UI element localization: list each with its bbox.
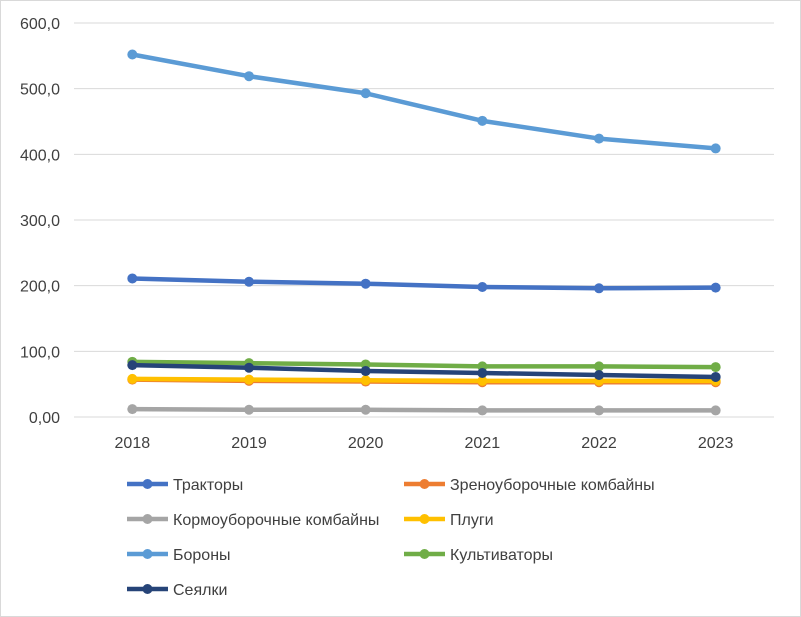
data-point bbox=[127, 360, 138, 371]
series-line bbox=[130, 376, 718, 384]
data-point bbox=[127, 373, 138, 384]
x-axis-tick-labels: 2018 2019 2020 2021 2022 2023 bbox=[115, 435, 734, 452]
data-point bbox=[594, 283, 604, 294]
series-line bbox=[130, 406, 718, 413]
series-line bbox=[130, 276, 718, 291]
data-point bbox=[710, 143, 721, 154]
data-point bbox=[710, 371, 721, 382]
data-point bbox=[127, 273, 138, 284]
y-axis-tick-labels: 0,00 100,0 200,0 300,0 400,0 500,0 600,0 bbox=[20, 16, 60, 427]
y-tick-label: 400,0 bbox=[20, 147, 60, 164]
x-tick-label: 2020 bbox=[348, 435, 384, 452]
legend-marker bbox=[419, 549, 430, 559]
legend-marker bbox=[419, 514, 430, 524]
y-tick-label: 0,00 bbox=[29, 410, 60, 427]
legend-marker bbox=[142, 584, 153, 594]
data-point bbox=[244, 362, 254, 373]
x-tick-label: 2022 bbox=[581, 435, 617, 452]
y-tick-label: 600,0 bbox=[20, 16, 60, 33]
y-tick-label: 300,0 bbox=[20, 213, 60, 230]
legend-entry: Кормоуборочные комбайны bbox=[127, 512, 379, 529]
series-line bbox=[130, 359, 718, 370]
data-point bbox=[244, 404, 254, 415]
series-0 bbox=[127, 273, 721, 294]
legend-entry: Культиваторы bbox=[404, 547, 553, 564]
gridlines bbox=[74, 22, 774, 418]
x-tick-label: 2018 bbox=[115, 435, 151, 452]
series-2 bbox=[127, 404, 721, 416]
x-tick-label: 2021 bbox=[465, 435, 501, 452]
legend-marker bbox=[142, 479, 153, 489]
legend-label: Плуги bbox=[450, 512, 494, 529]
data-point bbox=[477, 405, 488, 416]
legend-label: Бороны bbox=[173, 547, 231, 564]
data-point bbox=[710, 405, 721, 416]
data-point bbox=[360, 278, 371, 289]
data-point bbox=[710, 282, 721, 293]
data-point bbox=[594, 369, 604, 380]
x-tick-label: 2019 bbox=[231, 435, 267, 452]
data-point bbox=[477, 375, 488, 386]
legend-entry: Сеялки bbox=[127, 582, 227, 599]
data-point bbox=[360, 375, 371, 386]
legend-entry: Тракторы bbox=[127, 477, 243, 494]
data-point bbox=[244, 71, 254, 82]
data-point bbox=[594, 405, 604, 416]
data-point bbox=[710, 362, 721, 373]
legend-label: Кормоуборочные комбайны bbox=[173, 512, 379, 529]
data-point bbox=[477, 368, 488, 379]
series-6 bbox=[127, 360, 721, 382]
data-point bbox=[360, 88, 371, 99]
x-tick-label: 2023 bbox=[698, 435, 734, 452]
data-point bbox=[127, 49, 138, 60]
series-line bbox=[130, 52, 718, 151]
legend-entry: Бороны bbox=[127, 547, 231, 564]
y-tick-label: 500,0 bbox=[20, 82, 60, 99]
legend-label: Тракторы bbox=[173, 477, 243, 494]
legend-entry: Зреноуборочные комбайны bbox=[404, 477, 655, 494]
legend-marker bbox=[142, 514, 153, 524]
legend-label: Зреноуборочные комбайны bbox=[450, 477, 655, 494]
data-point bbox=[477, 115, 488, 126]
data-point bbox=[127, 404, 138, 415]
data-point bbox=[244, 374, 254, 385]
y-tick-label: 200,0 bbox=[20, 279, 60, 296]
series-lines bbox=[127, 49, 721, 416]
data-point bbox=[360, 366, 371, 377]
legend-label: Сеялки bbox=[173, 582, 227, 599]
data-point bbox=[360, 404, 371, 415]
legend: Тракторы Зреноуборочные комбайны Кормоубор… bbox=[127, 477, 655, 599]
series-line bbox=[130, 362, 718, 380]
data-point bbox=[244, 276, 254, 287]
legend-label: Культиваторы bbox=[450, 547, 553, 564]
data-point bbox=[594, 361, 604, 372]
data-point bbox=[594, 133, 604, 144]
series-4 bbox=[127, 49, 721, 154]
y-tick-label: 100,0 bbox=[20, 344, 60, 361]
legend-entry: Плуги bbox=[404, 512, 494, 529]
legend-marker bbox=[142, 549, 153, 559]
legend-marker bbox=[419, 479, 430, 489]
data-point bbox=[477, 281, 488, 292]
